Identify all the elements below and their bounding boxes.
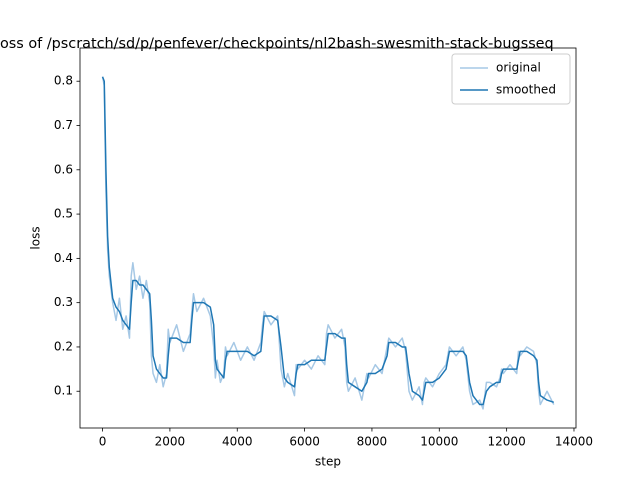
- x-tick-label: 14000: [555, 435, 593, 449]
- y-tick-label: 0.4: [54, 251, 73, 265]
- legend-label: original: [496, 61, 541, 75]
- plot-frame: [79, 47, 577, 429]
- y-tick-label: 0.1: [54, 384, 73, 398]
- x-tick-label: 0: [99, 435, 107, 449]
- x-tick-label: 4000: [222, 435, 253, 449]
- y-tick-label: 0.3: [54, 295, 73, 309]
- line-series: [101, 76, 555, 406]
- y-tick-label: 0.7: [54, 118, 73, 132]
- x-tick-label: 10000: [420, 435, 458, 449]
- y-tick-label: 0.8: [54, 74, 73, 88]
- x-tick-label: 6000: [289, 435, 320, 449]
- y-tick-label: 0.2: [54, 339, 73, 353]
- x-tick-label: 8000: [357, 435, 388, 449]
- legend-label: smoothed: [496, 83, 556, 97]
- legend-box: [451, 53, 571, 105]
- x-tick-label: 12000: [488, 435, 526, 449]
- y-tick-label: 0.6: [54, 162, 73, 176]
- line-series: [101, 76, 555, 410]
- y-tick-label: 0.5: [54, 207, 73, 221]
- x-tick-label: 2000: [155, 435, 186, 449]
- chart-title: oss of /pscratch/sd/p/penfever/checkpoin…: [0, 36, 554, 52]
- x-axis-label: step: [315, 455, 341, 469]
- y-axis-label: loss: [29, 226, 43, 249]
